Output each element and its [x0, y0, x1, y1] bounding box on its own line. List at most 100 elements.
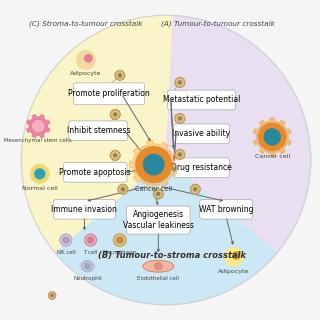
Text: NK cell: NK cell: [57, 250, 75, 255]
Text: Promote apoptosis: Promote apoptosis: [60, 168, 131, 177]
Text: Angiogenesis
Vascular leakiness: Angiogenesis Vascular leakiness: [123, 210, 194, 230]
Text: (A) Tumour-to-tumour crosstalk: (A) Tumour-to-tumour crosstalk: [162, 20, 275, 27]
Circle shape: [136, 147, 172, 182]
FancyBboxPatch shape: [167, 90, 236, 110]
Circle shape: [77, 51, 95, 69]
Wedge shape: [32, 126, 38, 138]
Circle shape: [84, 263, 91, 269]
FancyBboxPatch shape: [63, 163, 127, 182]
FancyBboxPatch shape: [173, 158, 229, 178]
Wedge shape: [272, 129, 291, 137]
Wedge shape: [270, 137, 275, 156]
Text: Neutrophil: Neutrophil: [73, 276, 102, 281]
Wedge shape: [154, 153, 177, 164]
Wedge shape: [146, 140, 154, 164]
Circle shape: [85, 234, 96, 246]
Wedge shape: [272, 126, 286, 137]
Wedge shape: [141, 145, 154, 164]
Wedge shape: [133, 164, 154, 174]
Wedge shape: [259, 137, 272, 154]
Circle shape: [115, 70, 125, 80]
Text: Cancer cell: Cancer cell: [135, 186, 172, 192]
Wedge shape: [272, 120, 285, 137]
Wedge shape: [272, 137, 291, 145]
Circle shape: [116, 237, 123, 244]
Wedge shape: [133, 147, 154, 164]
FancyBboxPatch shape: [127, 206, 190, 234]
Wedge shape: [272, 135, 288, 139]
Circle shape: [48, 292, 56, 299]
Text: (B) Tumour-to-stroma crosstalk: (B) Tumour-to-stroma crosstalk: [98, 251, 246, 260]
Wedge shape: [37, 117, 40, 126]
Circle shape: [87, 262, 95, 270]
FancyBboxPatch shape: [53, 199, 116, 219]
Circle shape: [194, 188, 197, 191]
Wedge shape: [37, 126, 40, 135]
Circle shape: [179, 81, 181, 84]
Wedge shape: [55, 160, 277, 305]
Circle shape: [30, 164, 49, 183]
Text: WAT browning: WAT browning: [199, 205, 253, 214]
Wedge shape: [38, 126, 44, 138]
Circle shape: [21, 15, 311, 305]
Circle shape: [85, 55, 92, 62]
Wedge shape: [133, 155, 154, 164]
Wedge shape: [38, 119, 46, 126]
Circle shape: [35, 169, 45, 179]
Circle shape: [63, 237, 69, 243]
Wedge shape: [253, 129, 272, 137]
Wedge shape: [38, 120, 50, 126]
Text: Endothelial cell: Endothelial cell: [137, 276, 179, 281]
Circle shape: [175, 77, 185, 87]
Circle shape: [114, 113, 117, 116]
Wedge shape: [154, 144, 160, 164]
Wedge shape: [259, 120, 272, 137]
Wedge shape: [154, 162, 175, 168]
Wedge shape: [272, 121, 279, 137]
Circle shape: [80, 262, 88, 270]
Text: Adipocyte: Adipocyte: [70, 71, 102, 76]
Text: Normal cell: Normal cell: [22, 186, 58, 191]
Wedge shape: [270, 118, 275, 137]
Circle shape: [118, 184, 128, 194]
Text: Macrophage: Macrophage: [103, 250, 137, 255]
Wedge shape: [154, 149, 172, 164]
Text: Cancer cell: Cancer cell: [255, 154, 290, 159]
Circle shape: [110, 109, 120, 119]
Circle shape: [179, 117, 181, 120]
Circle shape: [114, 154, 117, 157]
Wedge shape: [154, 142, 169, 164]
Wedge shape: [130, 161, 154, 168]
Wedge shape: [154, 164, 172, 180]
Wedge shape: [141, 164, 154, 184]
Wedge shape: [154, 164, 160, 186]
Circle shape: [264, 129, 280, 145]
Circle shape: [155, 262, 162, 270]
Circle shape: [118, 74, 121, 77]
Text: Adipocyte: Adipocyte: [218, 269, 250, 274]
Wedge shape: [133, 164, 154, 182]
Wedge shape: [258, 137, 272, 148]
Text: Invasive ability: Invasive ability: [172, 129, 230, 138]
Text: T cell: T cell: [84, 250, 98, 255]
Circle shape: [114, 234, 126, 246]
Circle shape: [60, 234, 72, 246]
Circle shape: [51, 294, 53, 297]
Circle shape: [33, 121, 44, 132]
Wedge shape: [272, 137, 286, 148]
Circle shape: [190, 184, 200, 194]
Circle shape: [175, 114, 185, 123]
Wedge shape: [27, 120, 38, 126]
Circle shape: [122, 188, 124, 191]
Wedge shape: [31, 119, 38, 126]
Circle shape: [153, 189, 163, 199]
Circle shape: [233, 252, 240, 259]
Wedge shape: [38, 125, 47, 128]
Wedge shape: [146, 164, 154, 188]
Text: Mesenchymal stem cells: Mesenchymal stem cells: [4, 139, 72, 143]
Circle shape: [110, 150, 120, 160]
Wedge shape: [256, 135, 272, 139]
Text: Promote proliferation: Promote proliferation: [68, 89, 150, 98]
FancyBboxPatch shape: [173, 124, 229, 144]
Text: Drug resistance: Drug resistance: [171, 163, 232, 172]
